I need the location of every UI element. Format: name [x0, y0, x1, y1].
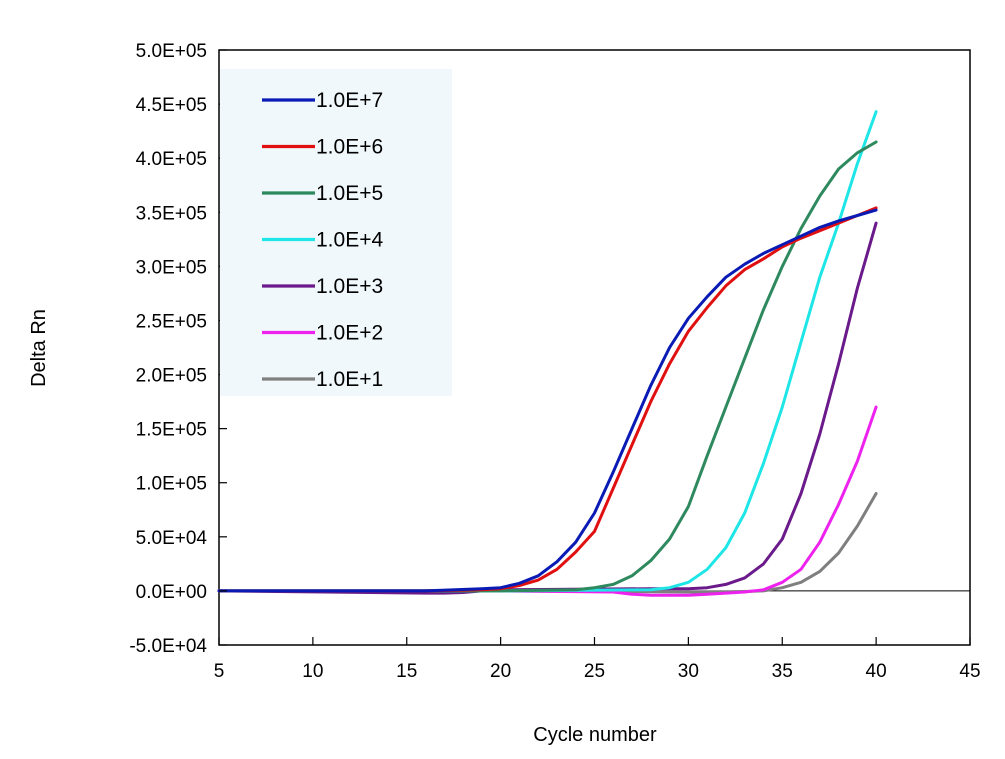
- series-line: [217, 405, 878, 597]
- x-tick-label: 10: [302, 661, 323, 682]
- y-tick-label: 4.0E+05: [136, 149, 207, 170]
- y-tick-label: -5.0E+04: [129, 636, 207, 657]
- legend-label: 1.0E+1: [316, 368, 383, 391]
- x-tick-label: 20: [490, 661, 511, 682]
- series-layer: [217, 110, 878, 597]
- y-tick-label: 5.0E+04: [136, 528, 208, 549]
- y-axis: -5.0E+04 0.0E+00 5.0E+04 1.0E+05 1.5E+05 2.0E…: [129, 41, 227, 657]
- x-axis: 5 10 15 20 25 30 35 40 45: [214, 637, 981, 682]
- x-tick-label: 15: [396, 661, 417, 682]
- y-tick-label: 4.5E+05: [136, 95, 207, 116]
- y-tick-label: 1.5E+05: [136, 420, 207, 441]
- y-tick-label: 0.0E+00: [136, 582, 207, 603]
- series-line: [217, 140, 878, 593]
- series-line: [217, 221, 878, 595]
- x-tick-label: 40: [866, 661, 887, 682]
- x-tick-label: 5: [214, 661, 225, 682]
- x-tick-label: 25: [584, 661, 605, 682]
- y-tick-label: 5.0E+05: [136, 41, 207, 62]
- legend-label: 1.0E+4: [316, 229, 383, 252]
- y-tick-label: 3.0E+05: [136, 257, 207, 278]
- series-line: [217, 492, 878, 594]
- legend-label: 1.0E+6: [316, 136, 383, 159]
- y-axis-title: Delta Rn: [28, 309, 50, 387]
- legend: 1.0E+7 1.0E+6 1.0E+5 1.0E+4 1.0E+3 1.0E+2 1.0E…: [220, 69, 452, 396]
- y-tick-label: 2.5E+05: [136, 311, 207, 332]
- x-tick-label: 35: [772, 661, 793, 682]
- series-line: [217, 110, 878, 593]
- series-line: [217, 208, 878, 593]
- legend-label: 1.0E+5: [316, 182, 383, 205]
- legend-box: [220, 69, 452, 396]
- y-tick-label: 1.0E+05: [136, 474, 207, 495]
- y-tick-label: 3.5E+05: [136, 203, 207, 224]
- x-axis-title: Cycle number: [533, 724, 657, 746]
- x-tick-label: 45: [959, 661, 980, 682]
- legend-label: 1.0E+7: [316, 89, 383, 112]
- legend-label: 1.0E+3: [316, 275, 383, 298]
- legend-label: 1.0E+2: [316, 322, 383, 345]
- series-line: [217, 206, 878, 593]
- x-tick-label: 30: [678, 661, 699, 682]
- y-tick-label: 2.0E+05: [136, 366, 207, 387]
